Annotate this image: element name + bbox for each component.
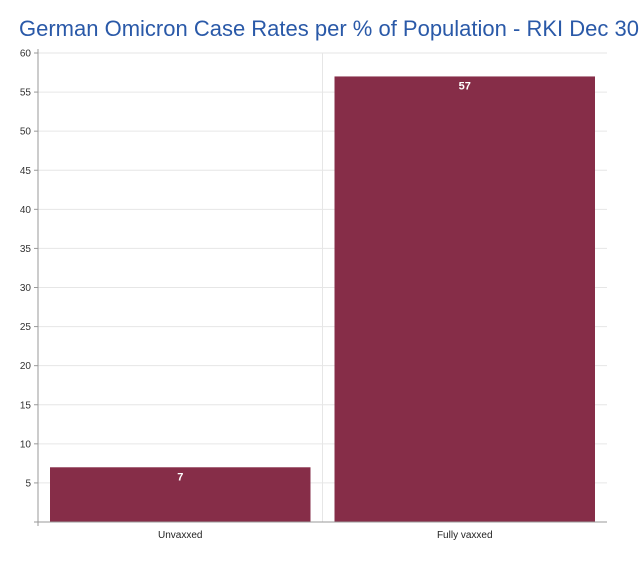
labels: 5 10 15 20 25 30 35 40 45 50 55 60 7 Unvaxxed 57 Fully … bbox=[20, 49, 493, 542]
y-tick-label: 55 bbox=[20, 88, 32, 99]
data-label: 7 bbox=[177, 471, 183, 483]
y-tick-label: 25 bbox=[20, 322, 32, 333]
y-tick-label: 30 bbox=[20, 283, 32, 294]
category-label: Unvaxxed bbox=[158, 530, 202, 541]
bars bbox=[50, 76, 595, 522]
y-tick-label: 10 bbox=[20, 439, 32, 450]
y-tick-label: 35 bbox=[20, 244, 32, 255]
y-tick-label: 5 bbox=[25, 478, 31, 489]
y-tick-label: 50 bbox=[20, 127, 32, 138]
y-tick-label: 40 bbox=[20, 205, 32, 216]
chart-title: German Omicron Case Rates per % of Popul… bbox=[19, 16, 639, 41]
y-tick-label: 60 bbox=[20, 49, 32, 60]
category-label: Fully vaxxed bbox=[437, 530, 493, 541]
y-tick-label: 20 bbox=[20, 361, 32, 372]
y-tick-label: 45 bbox=[20, 166, 32, 177]
bar bbox=[334, 76, 595, 522]
bar bbox=[50, 467, 311, 522]
data-label: 57 bbox=[459, 80, 471, 92]
axes bbox=[34, 49, 607, 526]
y-tick-label: 15 bbox=[20, 400, 32, 411]
